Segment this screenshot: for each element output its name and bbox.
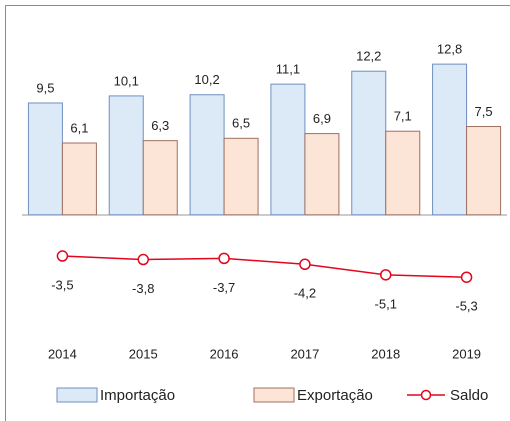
line-marker [218, 252, 230, 265]
data-label: 12,8 [437, 42, 462, 57]
data-label: -3,5 [51, 277, 73, 292]
bar [270, 83, 306, 216]
bar [304, 133, 340, 216]
x-tick-label: 2016 [210, 346, 239, 361]
legend-marker [420, 389, 432, 401]
bar [466, 126, 502, 216]
bar [432, 63, 468, 216]
chart-border [5, 5, 510, 421]
bar [61, 142, 97, 216]
line-marker [460, 271, 473, 283]
x-tick-label: 2019 [452, 346, 481, 361]
data-label: -3,8 [132, 281, 154, 296]
line-marker [56, 250, 69, 262]
bar [27, 102, 63, 216]
bar [142, 140, 178, 216]
x-tick-label: 2015 [129, 346, 158, 361]
line-marker [137, 253, 149, 266]
data-label: 7,5 [475, 104, 493, 119]
line [62, 255, 467, 278]
data-label: 6,3 [151, 118, 169, 133]
legend-swatch [56, 387, 98, 403]
data-label: 7,1 [394, 109, 412, 124]
legend-label: Exportação [297, 387, 373, 404]
bar [189, 94, 225, 216]
x-tick-label: 2018 [371, 346, 400, 361]
data-label: 12,2 [356, 49, 381, 64]
data-label: -5,3 [455, 299, 477, 314]
data-label: 6,5 [232, 116, 250, 131]
bar [351, 70, 387, 216]
data-label: 6,1 [70, 120, 88, 135]
data-label: 10,2 [194, 72, 219, 87]
data-label: 11,1 [276, 62, 300, 77]
bar [108, 95, 144, 216]
bar [385, 130, 421, 216]
data-label: 9,5 [36, 80, 54, 95]
data-label: -3,7 [213, 280, 235, 295]
data-label: -4,2 [294, 286, 316, 301]
data-label: 10,1 [114, 73, 139, 88]
line-marker [380, 269, 392, 281]
line-marker [299, 258, 311, 271]
bar [223, 137, 259, 216]
x-tick-label: 2017 [290, 346, 319, 361]
legend-label: Saldo [450, 387, 488, 404]
legend-label: Importação [100, 387, 175, 404]
legend-swatch [253, 387, 295, 403]
data-label: 6,9 [313, 111, 331, 126]
data-label: -5,1 [375, 296, 397, 311]
x-tick-label: 2014 [48, 346, 77, 361]
